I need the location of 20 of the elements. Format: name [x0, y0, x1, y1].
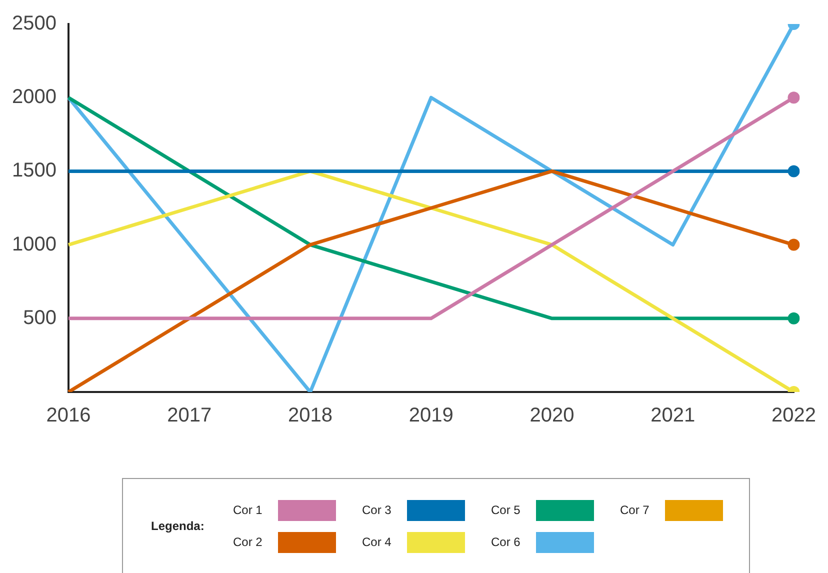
- legend-label: Cor 7: [620, 503, 650, 517]
- y-tick-label: 1500: [12, 160, 56, 182]
- legend-label: Cor 4: [362, 535, 392, 549]
- x-tick-label: 2018: [288, 404, 332, 427]
- legend-label: Cor 3: [362, 503, 392, 517]
- x-tick-label: 2017: [167, 404, 212, 427]
- legend-label: Cor 2: [233, 535, 264, 549]
- legend-title: Legenda:: [151, 519, 206, 533]
- x-tick-label: 2020: [530, 404, 574, 427]
- y-tick-label: 2500: [12, 12, 56, 35]
- y-tick-label: 2000: [12, 86, 56, 108]
- legend-label: Cor 1: [233, 503, 264, 517]
- y-tick-label: 1000: [12, 233, 56, 256]
- legend-label: Cor 5: [491, 503, 522, 517]
- x-tick-label: 2022: [772, 404, 816, 427]
- y-tick-label: 500: [23, 306, 56, 329]
- x-tick-label: 2016: [46, 404, 91, 427]
- x-tick-label: 2021: [650, 404, 696, 427]
- legend-label: Cor 6: [491, 535, 522, 549]
- x-tick-label: 2019: [408, 404, 454, 427]
